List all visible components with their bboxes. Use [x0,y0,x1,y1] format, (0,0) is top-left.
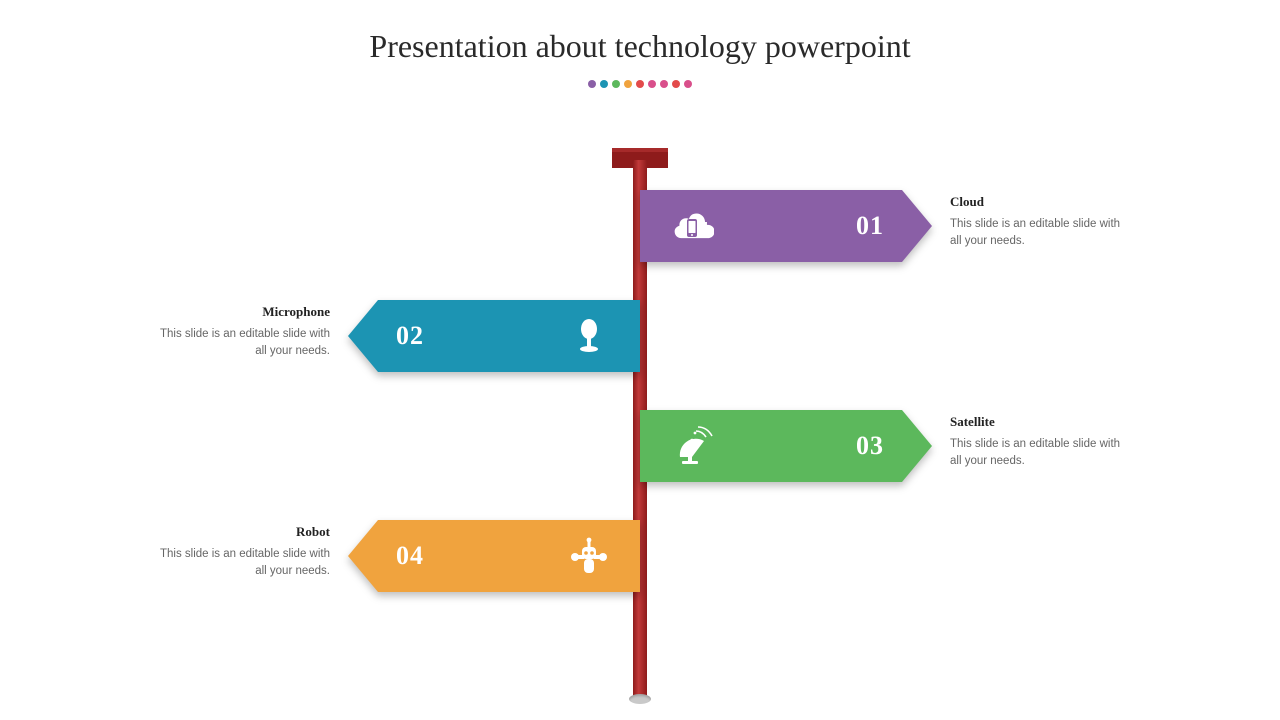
dot [624,80,632,88]
pole-base [629,694,651,704]
dot [684,80,692,88]
arrow-body: 02 [378,300,640,372]
robot-icon [564,531,614,581]
signpost-arrow: 01 [640,190,932,262]
arrow-tip [348,520,378,592]
desc-text: This slide is an editable slide with all… [150,326,330,359]
dot [672,80,680,88]
desc-title: Microphone [150,304,330,320]
desc-title: Robot [150,524,330,540]
arrow-body: 01 [640,190,902,262]
desc-title: Cloud [950,194,1130,210]
dot [588,80,596,88]
dot [636,80,644,88]
arrow-body: 04 [378,520,640,592]
arrow-description: Satellite This slide is an editable slide… [950,414,1130,469]
signpost-stage: 01 Cloud This slide is an editable slide w… [0,120,1280,720]
arrow-description: Robot This slide is an editable slide wit… [150,524,330,579]
desc-text: This slide is an editable slide with all… [150,546,330,579]
arrow-tip [902,190,932,262]
desc-title: Satellite [950,414,1130,430]
decorative-dots [0,75,1280,93]
dot [600,80,608,88]
signpost-arrow: 02 [348,300,640,372]
satellite-icon [666,421,716,471]
arrow-number: 02 [396,321,424,351]
desc-text: This slide is an editable slide with all… [950,436,1130,469]
dot [612,80,620,88]
page-title: Presentation about technology powerpoint [0,0,1280,65]
arrow-description: Cloud This slide is an editable slide wit… [950,194,1130,249]
arrow-number: 01 [856,211,884,241]
desc-text: This slide is an editable slide with all… [950,216,1130,249]
arrow-body: 03 [640,410,902,482]
arrow-number: 03 [856,431,884,461]
signpost-arrow: 04 [348,520,640,592]
arrow-number: 04 [396,541,424,571]
microphone-icon [564,311,614,361]
dot [660,80,668,88]
arrow-description: Microphone This slide is an editable slid… [150,304,330,359]
signpost-arrow: 03 [640,410,932,482]
arrow-tip [902,410,932,482]
dot [648,80,656,88]
cloud-phone-icon [666,201,716,251]
arrow-tip [348,300,378,372]
